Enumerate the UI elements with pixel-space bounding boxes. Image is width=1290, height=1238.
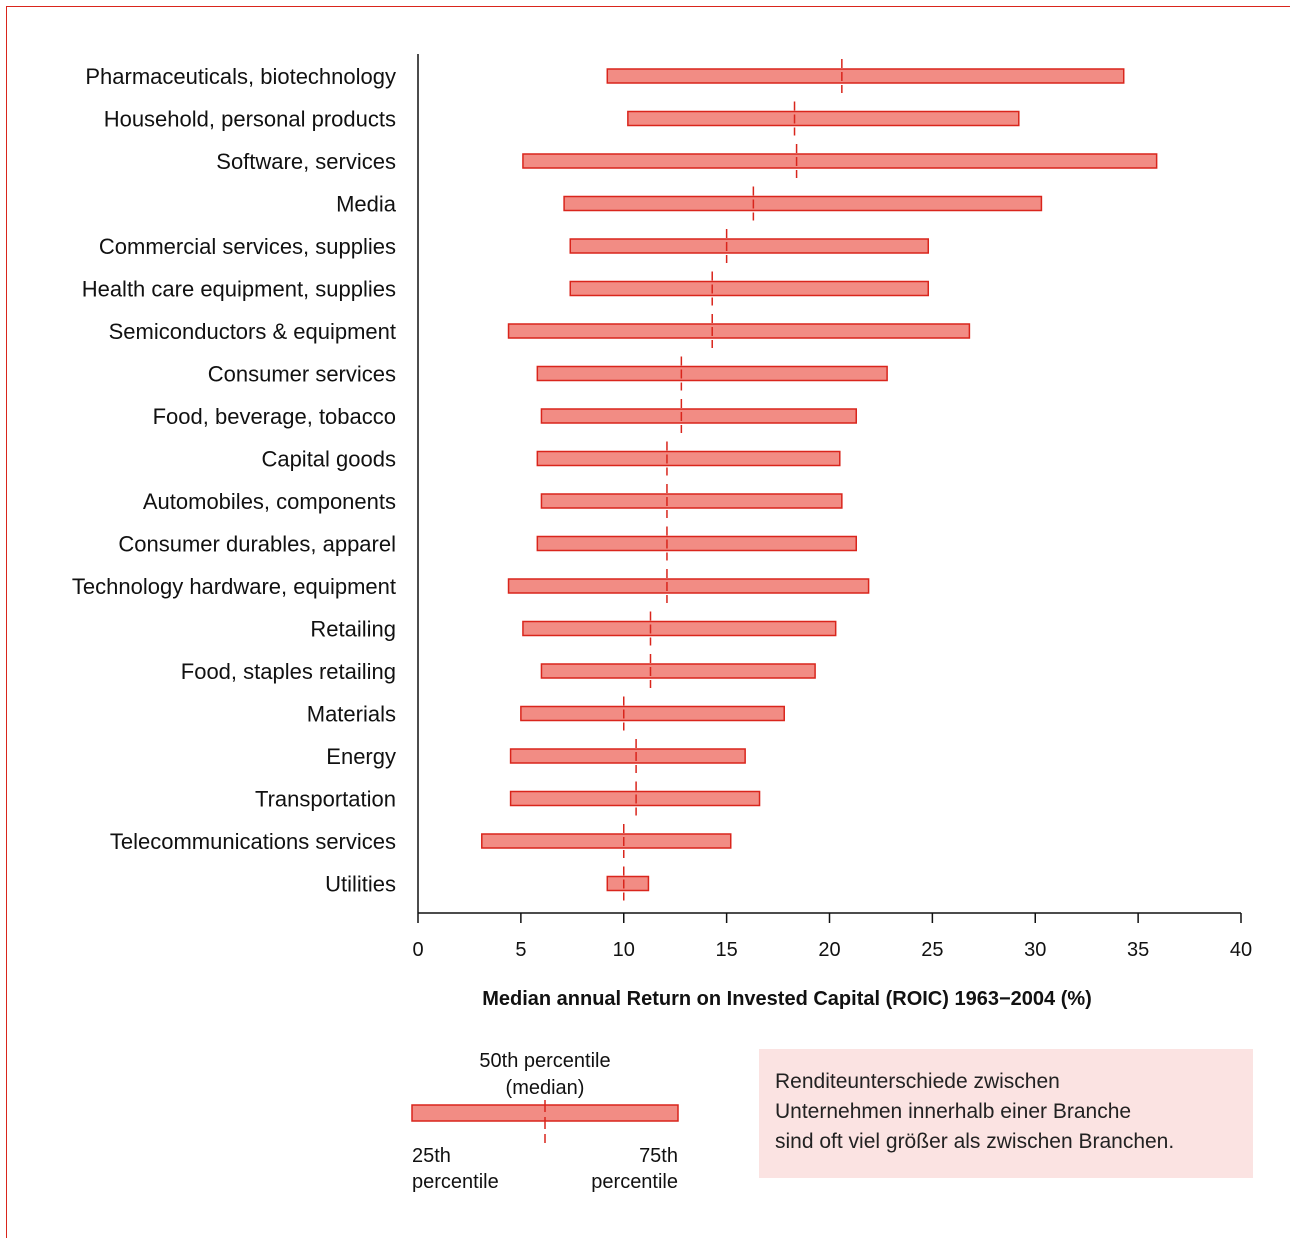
x-tick-label: 30 (1024, 939, 1046, 961)
category-label-automobiles-components: Automobiles, components (143, 489, 396, 514)
category-label-food-staples-retailing: Food, staples retailing (181, 659, 396, 684)
category-label-food-beverage-tobacco: Food, beverage, tobacco (153, 404, 396, 429)
legend: 50th percentile (median) 25th percentile… (411, 1050, 679, 1193)
x-axis-title: Median annual Return on Invested Capital… (482, 988, 1092, 1010)
category-label-materials: Materials (307, 702, 396, 727)
x-tick-label: 15 (716, 939, 738, 961)
category-label-software-services: Software, services (216, 149, 396, 174)
legend-median-line1: 50th percentile (479, 1050, 610, 1072)
legend-p25-line2: percentile (412, 1171, 499, 1193)
category-label-semiconductors-equipment: Semiconductors & equipment (109, 319, 396, 344)
range-bar-health-care-equipment-supplies (569, 280, 930, 297)
category-label-consumer-durables-apparel: Consumer durables, apparel (118, 532, 396, 557)
range-bar-transportation (509, 790, 761, 807)
range-bar-automobiles-components (540, 493, 843, 509)
annotation-line: sind oft viel größer als zwischen Branch… (775, 1130, 1175, 1153)
x-tick-label: 20 (818, 939, 840, 961)
category-label-technology-hardware-equipment: Technology hardware, equipment (72, 574, 396, 599)
range-bar-retailing (522, 620, 837, 637)
category-labels: Pharmaceuticals, biotechnology Household,… (72, 64, 397, 897)
chart-frame (6, 6, 1290, 1238)
x-tick-label: 40 (1230, 939, 1252, 961)
annotation-line: Renditeunterschiede zwischen (775, 1070, 1060, 1093)
range-bar-utilities (606, 875, 650, 892)
range-bar-food-beverage-tobacco (540, 408, 857, 424)
range-bar-consumer-services (536, 365, 888, 382)
legend-p75-line2: percentile (591, 1171, 678, 1193)
category-label-utilities: Utilities (325, 872, 396, 897)
range-bar-semiconductors-equipment (507, 323, 971, 339)
legend-p75-line1: 75th (639, 1145, 678, 1167)
category-label-transportation: Transportation (255, 787, 396, 812)
range-bar-commercial-services-supplies (569, 238, 930, 254)
range-bar-media (563, 195, 1043, 212)
category-label-capital-goods: Capital goods (261, 447, 396, 472)
category-label-commercial-services-supplies: Commercial services, supplies (99, 234, 396, 259)
category-label-household-personal-products: Household, personal products (104, 107, 396, 132)
x-tick-label: 35 (1127, 939, 1149, 961)
category-label-media: Media (336, 192, 397, 217)
x-tick-label: 0 (412, 939, 423, 961)
annotation-line: Unternehmen innerhalb einer Branche (775, 1100, 1132, 1123)
category-label-pharmaceuticals-biotechnology: Pharmaceuticals, biotechnology (85, 64, 396, 89)
x-tick-label: 10 (613, 939, 635, 961)
x-tick-label: 5 (515, 939, 526, 961)
legend-median-line2: (median) (506, 1077, 585, 1099)
range-bar-telecommunications-services (481, 833, 732, 849)
range-bar-capital-goods (536, 450, 841, 467)
annotation-box: Renditeunterschiede zwischen Unternehmen… (759, 1049, 1253, 1178)
category-label-health-care-equipment-supplies: Health care equipment, supplies (82, 277, 396, 302)
range-bar-food-staples-retailing (540, 663, 816, 679)
range-bar-materials (520, 705, 785, 722)
x-tick-label: 25 (921, 939, 943, 961)
x-ticks: 0 5 10 15 20 25 30 35 40 (412, 913, 1252, 961)
range-bar-technology-hardware-equipment (507, 578, 870, 594)
range-bar-pharmaceuticals-biotechnology (606, 68, 1125, 84)
range-bar-software-services (522, 153, 1158, 169)
category-label-telecommunications-services: Telecommunications services (110, 829, 396, 854)
legend-p25-line1: 25th (412, 1145, 451, 1167)
range-bar-energy (509, 748, 746, 764)
bars-group (481, 59, 1158, 901)
category-label-energy: Energy (326, 744, 396, 769)
range-bar-consumer-durables-apparel (536, 535, 857, 552)
range-bar-household-personal-products (627, 110, 1020, 127)
category-label-consumer-services: Consumer services (208, 362, 396, 387)
category-label-retailing: Retailing (310, 617, 396, 642)
